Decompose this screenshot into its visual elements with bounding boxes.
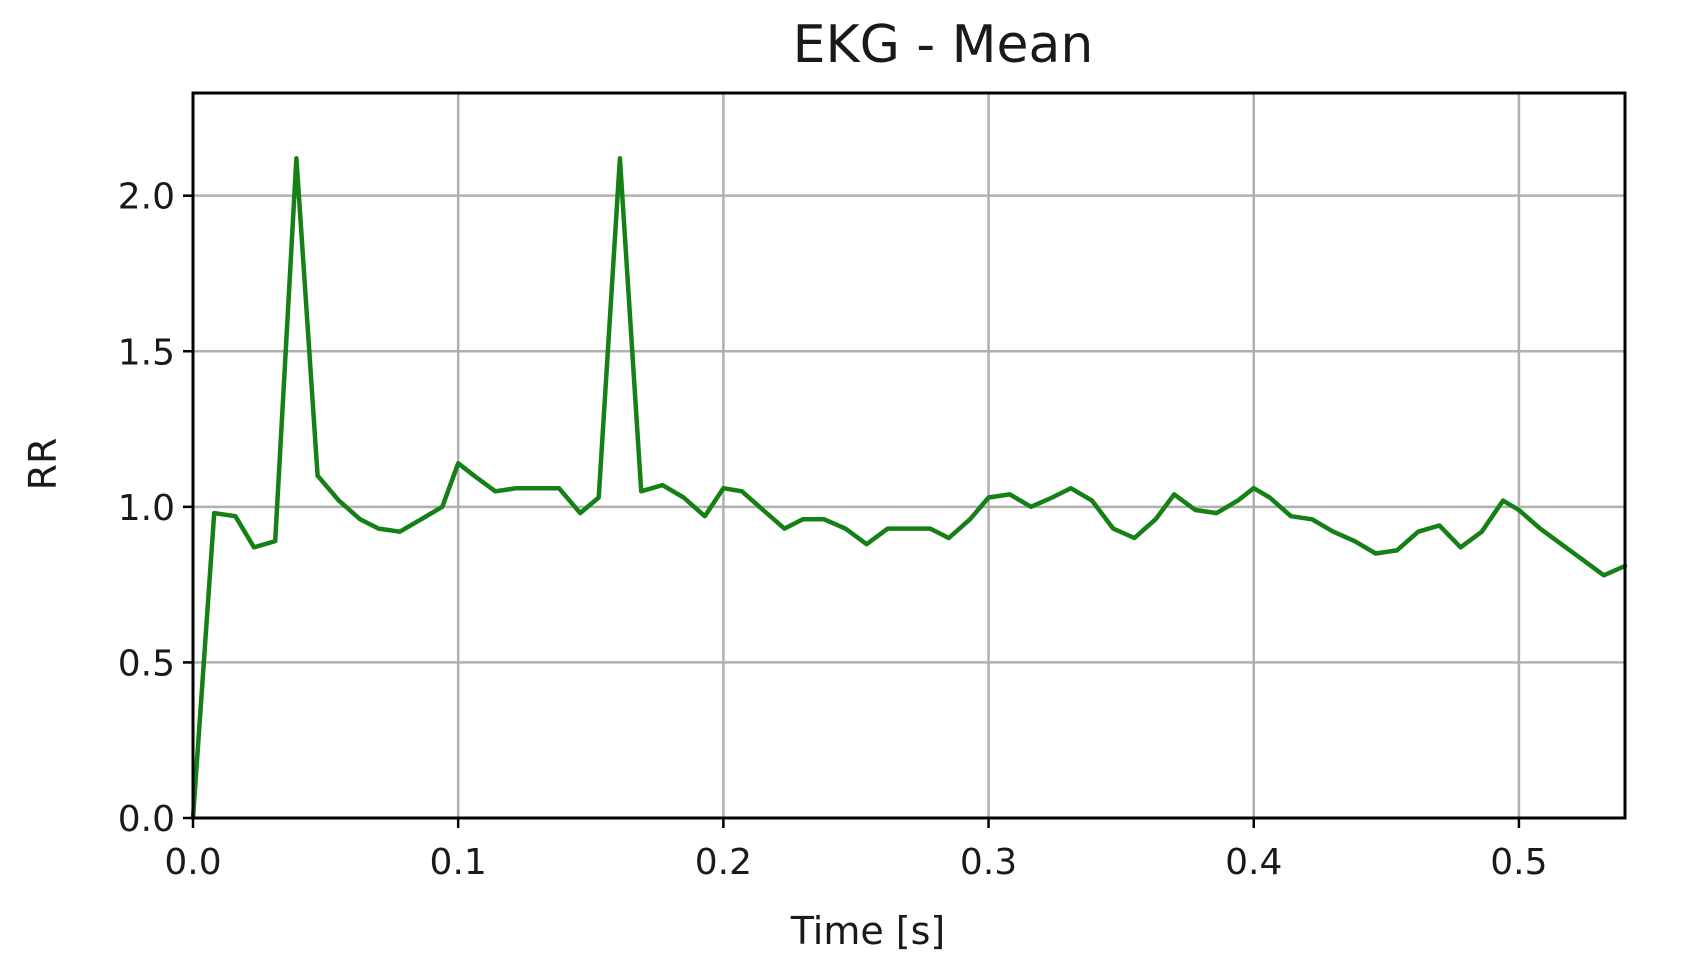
y-axis-label: RR — [21, 438, 65, 491]
plot-frame — [191, 91, 1627, 820]
chart-title: EKG - Mean — [793, 15, 1094, 75]
y-tick-label: 0.0 — [118, 799, 175, 840]
y-tick-label: 2.0 — [118, 177, 175, 218]
x-tick-label: 0.5 — [1490, 842, 1547, 883]
grid-lines — [191, 93, 1625, 820]
series-layer — [190, 156, 1628, 821]
y-tick-label: 1.5 — [118, 332, 175, 373]
x-axis-label: Time [s] — [790, 909, 946, 953]
x-tick-label: 0.0 — [164, 842, 221, 883]
x-tick-label: 0.1 — [430, 842, 487, 883]
x-tick-label: 0.3 — [960, 842, 1017, 883]
axis-ticks: 0.0 0.1 0.2 0.3 0.4 0.5 0.0 0.5 1.0 1.5 2.0 — [118, 177, 1548, 883]
series-line — [190, 156, 1628, 821]
x-tick-label: 0.4 — [1225, 842, 1282, 883]
x-tick-label: 0.2 — [695, 842, 752, 883]
y-tick-label: 0.5 — [118, 643, 175, 684]
y-tick-label: 1.0 — [118, 488, 175, 529]
